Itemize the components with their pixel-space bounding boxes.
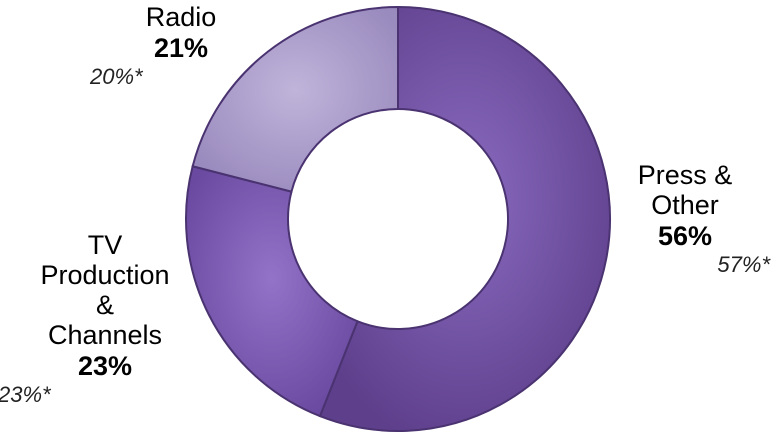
slice-value-radio: 21%	[153, 33, 209, 63]
label-radio: Radio 21% 20%*	[90, 2, 266, 90]
slice-value-tv-production-channels: 23%	[77, 351, 133, 381]
slice-name-radio: Radio	[96, 2, 266, 32]
slice-name-press-other: Press & Other	[600, 160, 770, 220]
slice-name-line: Press &	[637, 160, 733, 190]
slice-press	[318, 5, 611, 432]
slice-radio	[191, 5, 399, 193]
slice-name-tv-production-channels: TV Production & Channels	[0, 230, 210, 350]
donut-slices	[185, 5, 611, 432]
slice-tv	[185, 165, 359, 418]
slice-name-line: TV	[87, 230, 123, 260]
label-press-other: Press & Other 56% 57%*	[600, 160, 770, 278]
slice-name-line: Radio	[145, 2, 217, 32]
slice-comparison-press-other: 57%*	[717, 252, 770, 277]
label-tv-production-channels: TV Production & Channels 23% 23%*	[0, 230, 210, 408]
slice-comparison-tv-production-channels: 23%*	[0, 382, 51, 407]
slice-name-line: Production	[40, 260, 170, 290]
slice-name-line: &	[95, 290, 114, 320]
slice-name-line: Other	[651, 190, 719, 220]
slice-value-press-other: 56%	[657, 221, 713, 251]
slice-name-line: Channels	[47, 320, 163, 350]
slice-comparison-radio: 20%*	[90, 64, 143, 89]
